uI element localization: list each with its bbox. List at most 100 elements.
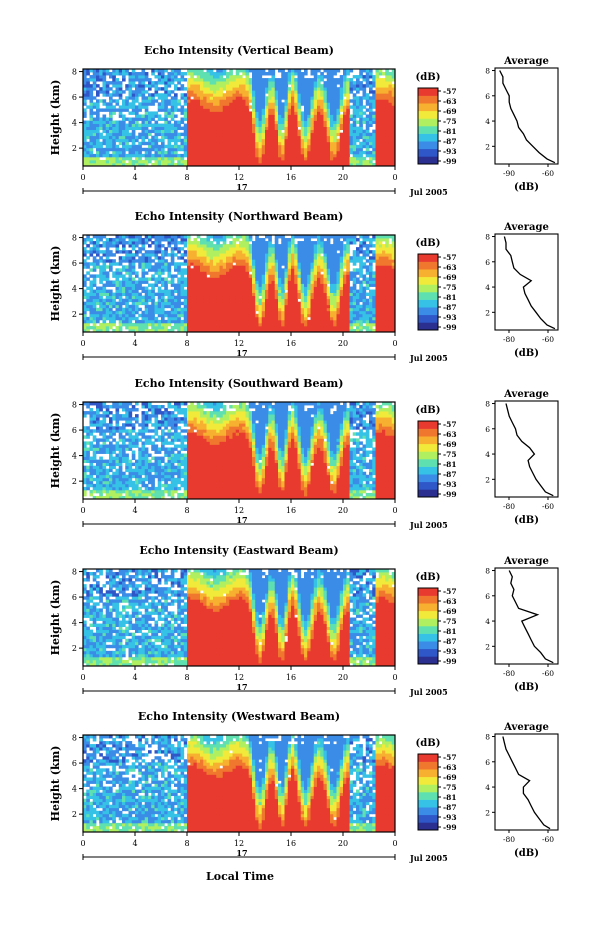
heatmap-cell xyxy=(229,127,233,130)
heatmap-cell xyxy=(194,311,198,314)
heatmap-cell xyxy=(135,287,139,290)
heatmap-cell xyxy=(350,136,354,139)
heatmap-cell xyxy=(252,111,256,114)
heatmap-cell xyxy=(216,256,220,259)
heatmap-cell xyxy=(268,308,272,311)
heatmap-cell xyxy=(181,308,185,311)
heatmap-cell xyxy=(294,277,298,280)
heatmap-cell xyxy=(268,124,272,127)
heatmap-cell xyxy=(90,148,94,151)
heatmap-cell xyxy=(164,133,168,136)
heatmap-cell xyxy=(304,157,308,160)
heatmap-cell xyxy=(281,142,285,145)
heatmap-cell xyxy=(103,136,107,139)
heatmap-cell xyxy=(90,133,94,136)
heatmap-cell xyxy=(356,90,360,93)
heatmap-cell xyxy=(200,287,204,290)
heatmap-cell xyxy=(148,314,152,317)
heatmap-cell xyxy=(281,250,285,253)
heatmap-cell xyxy=(129,323,133,326)
heatmap-cell xyxy=(311,145,315,148)
heatmap-cell xyxy=(174,148,178,151)
heatmap-cell xyxy=(213,72,217,75)
heatmap-cell xyxy=(190,139,194,142)
heatmap-cell xyxy=(333,142,337,145)
heatmap-cell xyxy=(382,114,386,117)
heatmap-cell xyxy=(301,326,305,329)
heatmap-cell xyxy=(265,154,269,157)
heatmap-cell xyxy=(177,256,181,259)
heatmap-cell xyxy=(112,259,116,262)
heatmap-cell xyxy=(135,145,139,148)
heatmap-cell xyxy=(233,151,237,154)
heatmap-cell xyxy=(314,93,318,96)
heatmap-cell xyxy=(275,244,279,247)
heatmap-cell xyxy=(187,96,191,99)
heatmap-cell xyxy=(93,262,97,265)
heatmap-cell xyxy=(203,136,207,139)
heatmap-cell xyxy=(268,290,272,293)
heatmap-cell xyxy=(135,111,139,114)
heatmap-cell xyxy=(353,142,357,145)
heatmap-cell xyxy=(294,244,298,247)
heatmap-cell xyxy=(151,320,155,323)
x-tick-label: 16 xyxy=(286,173,296,182)
heatmap-cell xyxy=(135,308,139,311)
heatmap-cell xyxy=(158,305,162,308)
heatmap-cell xyxy=(281,121,285,124)
heatmap-cell xyxy=(382,87,386,90)
heatmap-cell xyxy=(246,96,250,99)
heatmap-cell xyxy=(272,114,276,117)
heatmap-cell xyxy=(317,114,321,117)
heatmap-cell xyxy=(132,93,136,96)
heatmap-cell xyxy=(255,277,259,280)
heatmap-cell xyxy=(311,124,315,127)
heatmap-cell xyxy=(194,302,198,305)
heatmap-cell xyxy=(252,139,256,142)
heatmap-cell xyxy=(200,259,204,262)
heatmap-cell xyxy=(291,145,295,148)
heatmap-cell xyxy=(161,299,165,302)
heatmap-cell xyxy=(103,118,107,121)
heatmap-cell xyxy=(119,121,123,124)
heatmap-cell xyxy=(223,84,227,87)
heatmap-cell xyxy=(294,305,298,308)
heatmap-cell xyxy=(359,72,363,75)
heatmap-cell xyxy=(337,154,341,157)
heatmap-cell xyxy=(255,284,259,287)
heatmap-cell xyxy=(294,274,298,277)
heatmap-cell xyxy=(298,105,302,108)
heatmap-cell xyxy=(184,284,188,287)
heatmap-cell xyxy=(314,142,318,145)
heatmap-cell xyxy=(148,284,152,287)
heatmap-cell xyxy=(281,259,285,262)
heatmap-cell xyxy=(145,90,149,93)
heatmap-cell xyxy=(268,277,272,280)
heatmap-cell xyxy=(213,253,217,256)
heatmap-cell xyxy=(216,271,220,274)
heatmap-cell xyxy=(145,96,149,99)
heatmap-cell xyxy=(168,271,172,274)
heatmap-cell xyxy=(213,93,217,96)
heatmap-cell xyxy=(135,78,139,81)
heatmap-cell xyxy=(177,280,181,283)
heatmap-cell xyxy=(226,139,230,142)
heatmap-cell xyxy=(129,299,133,302)
heatmap-cell xyxy=(116,311,120,314)
heatmap-cell xyxy=(184,154,188,157)
heatmap-cell xyxy=(203,157,207,160)
heatmap-cell xyxy=(138,323,142,326)
heatmap-cell xyxy=(298,274,302,277)
heatmap-cell xyxy=(119,157,123,160)
heatmap-cell xyxy=(259,136,263,139)
heatmap-cell xyxy=(317,256,321,259)
heatmap-cell xyxy=(223,102,227,105)
heatmap-cell xyxy=(229,114,233,117)
heatmap-cell xyxy=(249,133,253,136)
heatmap-cell xyxy=(265,265,269,268)
heatmap-cell xyxy=(356,99,360,102)
heatmap-cell xyxy=(320,280,324,283)
heatmap-cell xyxy=(288,142,292,145)
heatmap-cell xyxy=(151,308,155,311)
heatmap-cell xyxy=(242,241,246,244)
